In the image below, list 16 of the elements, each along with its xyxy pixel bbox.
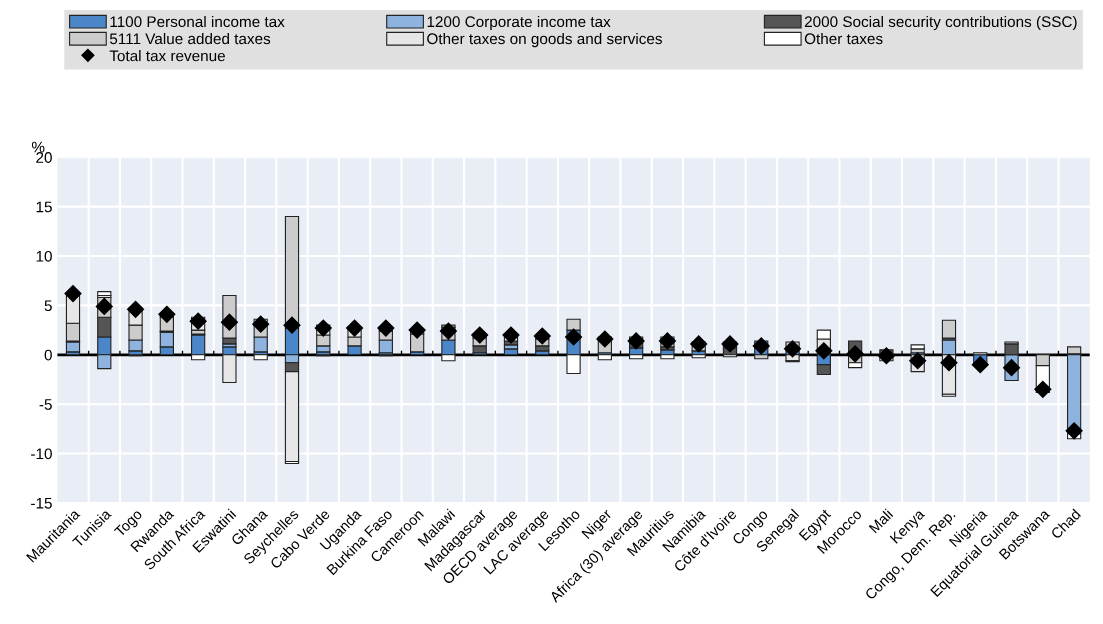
y-tick-label: -15 xyxy=(31,497,52,509)
legend-label: 5111 Value added taxes xyxy=(109,32,271,45)
legend-label: 1100 Personal income tax xyxy=(110,15,285,28)
y-tick-label: 5 xyxy=(44,300,52,312)
legend-label: 1200 Corporate income tax xyxy=(427,15,611,31)
legend-label: 2000 Social security contributions (SSC) xyxy=(804,15,1077,31)
y-tick-label: 15 xyxy=(36,201,52,213)
y-tick-label: 20 xyxy=(36,152,52,163)
y-tick-label: -5 xyxy=(39,399,52,410)
y-tick-label: 10 xyxy=(36,250,52,262)
legend-label: Total tax revenue xyxy=(109,50,225,62)
y-axis-title: % xyxy=(31,141,45,153)
legend-label: Other taxes on goods and services xyxy=(427,32,662,48)
y-tick-label: 0 xyxy=(44,349,52,361)
legend-label: Other taxes xyxy=(804,32,883,45)
y-tick-label: -10 xyxy=(31,448,52,460)
